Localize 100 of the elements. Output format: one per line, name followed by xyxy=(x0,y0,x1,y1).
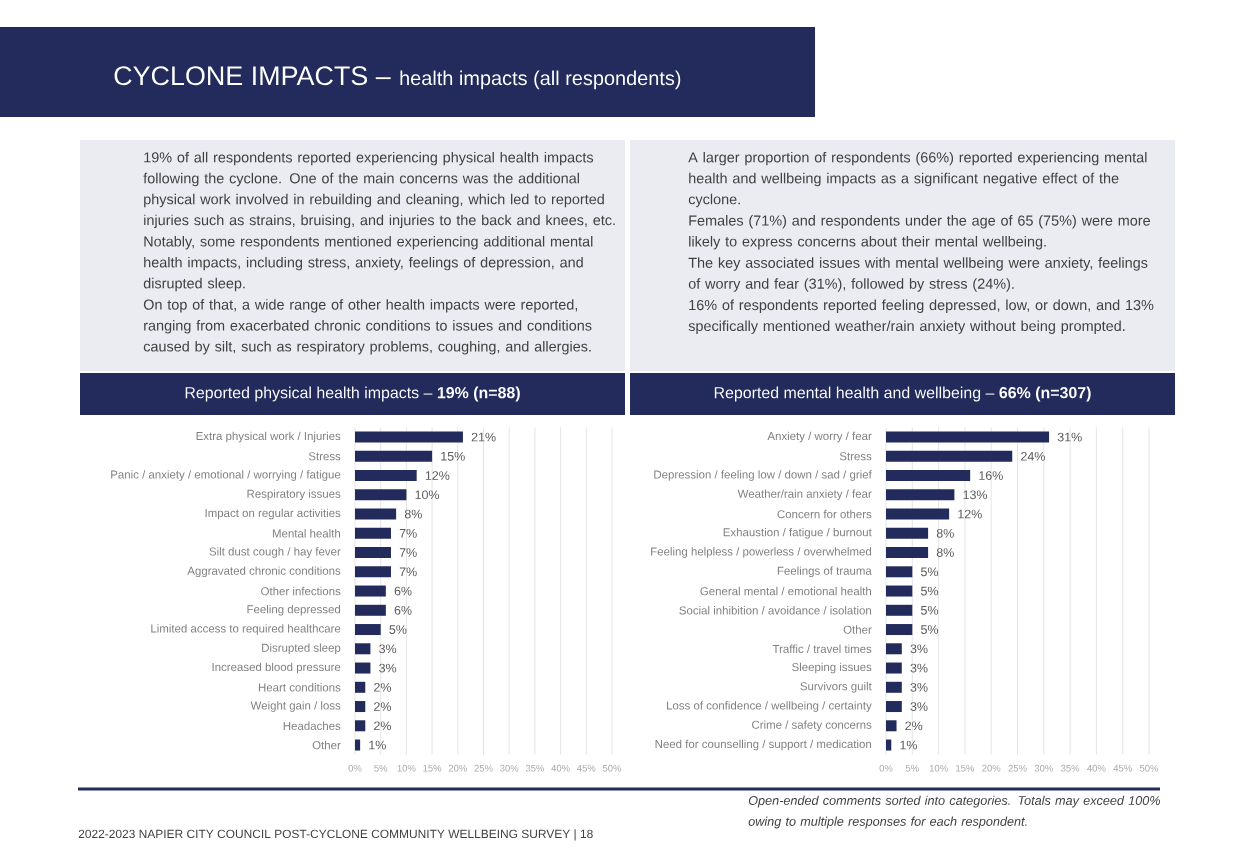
bar xyxy=(355,585,386,597)
data-label: 6% xyxy=(394,586,412,596)
data-label: 5% xyxy=(921,605,939,615)
y-tick-label: Headaches xyxy=(283,721,341,730)
bar xyxy=(355,489,407,501)
data-label: 15% xyxy=(441,451,465,461)
bar xyxy=(886,585,913,597)
y-tick-label: Sleeping issues xyxy=(792,662,872,674)
y-tick-label: Crime / safety concerns xyxy=(752,720,872,732)
y-tick-label: Respiratory issues xyxy=(247,489,341,501)
y-tick-label: General mental / emotional health xyxy=(700,586,872,596)
data-label: 2% xyxy=(905,721,923,731)
x-tick-label: 5% xyxy=(905,764,919,772)
bar xyxy=(886,547,929,559)
y-tick-label: Feeling helpless / powerless / overwhelmed xyxy=(651,547,872,558)
y-tick-label: Need for counselling / support / medication xyxy=(655,739,872,751)
text: 16% of respondents reported feeling depressed, low, or down, and 13% specifically mentioned weather/rain anxiety without being prompted. xyxy=(688,299,1154,334)
data-label: 31% xyxy=(1057,432,1082,442)
data-label: 7% xyxy=(399,548,417,557)
data-label: 3% xyxy=(910,644,928,654)
data-label: 3% xyxy=(910,663,928,673)
y-tick-label: Survivors guilt xyxy=(800,681,872,693)
x-tick-label: 5% xyxy=(374,764,388,772)
data-label: 5% xyxy=(921,625,939,634)
bar xyxy=(886,527,929,539)
bar xyxy=(886,431,1050,443)
bar xyxy=(355,431,463,443)
data-label: 3% xyxy=(379,663,397,673)
y-tick-label: Loss of confidence / wellbeing / certainty xyxy=(667,701,872,712)
y-tick-label: Traffic / travel times xyxy=(772,644,872,653)
text: A larger proportion of respondents (66%) reported experiencing mental health and wellbeing impacts as a significant negative effect of the cyclone. xyxy=(688,151,1147,208)
x-tick-label: 10% xyxy=(397,764,416,772)
x-tick-label: 20% xyxy=(448,764,467,772)
data-label: 16% xyxy=(979,471,1003,480)
x-tick-label: 35% xyxy=(1061,764,1080,772)
bar xyxy=(355,547,391,559)
data-label: 8% xyxy=(936,548,954,557)
data-label: 10% xyxy=(415,490,440,500)
bar xyxy=(886,604,913,616)
data-label: 12% xyxy=(425,471,450,480)
data-label: 5% xyxy=(389,625,407,634)
data-label: 1% xyxy=(369,740,386,750)
data-label: 7% xyxy=(399,528,417,538)
bar xyxy=(886,739,892,751)
text: On top of that, a wide range of other health impacts were reported, ranging from exacerbated chronic conditions to issues and conditions caused by silt, such as respiratory problems, coughing, and allergies. xyxy=(143,299,592,355)
y-tick-label: Other xyxy=(843,625,872,634)
x-tick-label: 40% xyxy=(1087,764,1106,772)
bar xyxy=(886,508,950,520)
y-tick-label: Feeling depressed xyxy=(247,604,341,616)
x-tick-label: 15% xyxy=(956,764,975,772)
bar xyxy=(886,624,913,636)
y-tick-label: Concern for others xyxy=(777,509,872,519)
x-tick-label: 0% xyxy=(879,764,893,772)
y-tick-label: Panic / anxiety / emotional / worrying / fatigue xyxy=(111,470,341,481)
text: Open-ended comments sorted into categories. Totals may exceed 100% owing to multiple responses for each respondent. xyxy=(748,795,1160,829)
bar xyxy=(886,720,897,732)
x-tick-label: 25% xyxy=(474,764,493,772)
data-label: 21% xyxy=(471,432,496,442)
x-tick-label: 35% xyxy=(525,764,545,772)
bar xyxy=(886,566,913,578)
data-label: 8% xyxy=(404,509,422,519)
data-label: 2% xyxy=(374,702,392,711)
data-label: 2% xyxy=(374,682,392,692)
x-tick-label: 20% xyxy=(982,764,1001,772)
bar xyxy=(886,643,902,655)
text: health impacts (all respondents) xyxy=(400,70,681,90)
bar xyxy=(355,720,366,732)
y-tick-label: Weight gain / loss xyxy=(250,701,341,712)
data-label: 3% xyxy=(910,682,928,692)
x-tick-label: 50% xyxy=(1139,764,1159,772)
y-tick-label: Other xyxy=(312,740,341,750)
y-tick-label: Weather/rain anxiety / fear xyxy=(737,489,872,501)
data-label: 2% xyxy=(374,721,392,731)
bar xyxy=(355,604,386,616)
bar xyxy=(355,527,391,539)
y-tick-label: Anxiety / worry / fear xyxy=(767,431,872,443)
y-tick-label: Stress xyxy=(308,452,341,461)
y-tick-label: Silt dust cough / hay fever xyxy=(209,547,341,558)
y-tick-label: Impact on regular activities xyxy=(205,508,341,520)
data-label: 7% xyxy=(399,567,417,577)
data-label: 1% xyxy=(900,740,918,750)
bar xyxy=(886,662,902,674)
x-tick-label: 0% xyxy=(348,764,362,772)
bar xyxy=(886,701,902,713)
y-tick-label: Social inhibition / avoidance / isolation xyxy=(679,606,872,615)
x-tick-label: 15% xyxy=(423,764,442,772)
bar xyxy=(355,701,366,713)
bar xyxy=(355,643,371,655)
chart-title: Reported mental health and wellbeing – 66% (n=307) xyxy=(714,386,1091,402)
y-tick-label: Feelings of trauma xyxy=(777,566,872,578)
y-tick-label: Increased blood pressure xyxy=(212,662,341,674)
bar xyxy=(355,450,433,462)
x-tick-label: 10% xyxy=(929,764,948,772)
bar xyxy=(886,681,902,693)
x-tick-label: 45% xyxy=(1113,764,1132,772)
bar xyxy=(355,508,397,520)
bar xyxy=(886,450,1013,462)
y-tick-label: Other infections xyxy=(261,586,341,596)
data-label: 5% xyxy=(921,586,939,596)
x-tick-label: 50% xyxy=(602,764,622,772)
